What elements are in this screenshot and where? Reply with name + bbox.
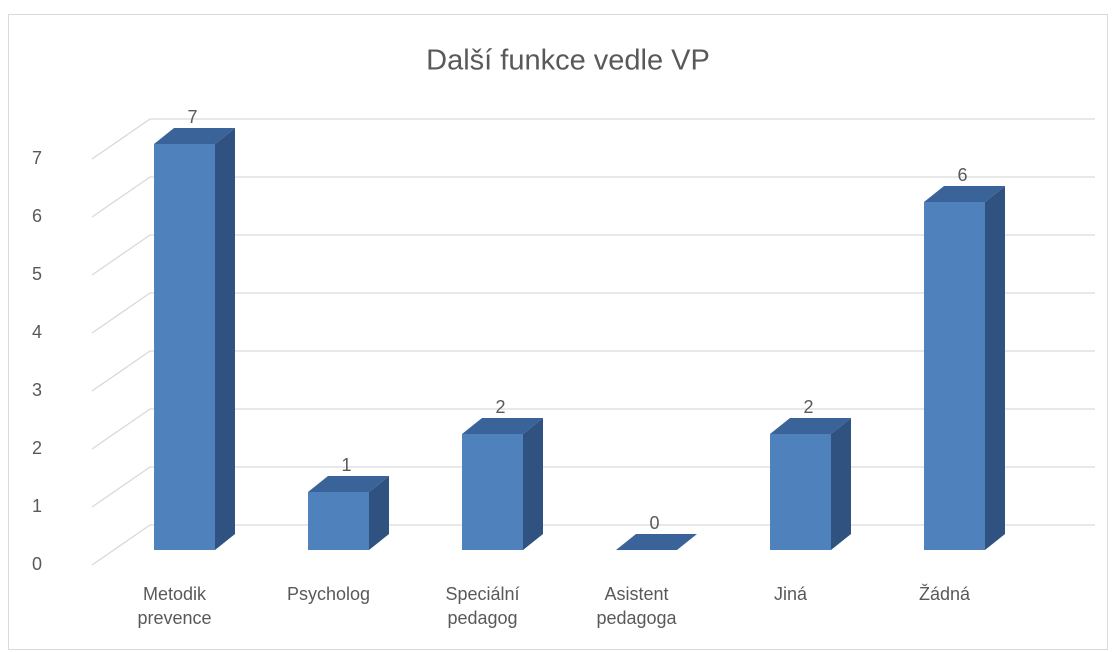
bar-top [616,534,697,550]
y-tick-label: 5 [32,264,42,284]
data-label: 0 [649,513,659,533]
bar [616,534,697,550]
bar-top [462,418,543,434]
bar [924,186,1005,550]
data-label: 6 [957,165,967,185]
data-label: 1 [341,455,351,475]
bar [462,418,543,550]
bar-front [924,202,985,550]
bar-side [985,186,1005,550]
y-tick-label: 6 [32,206,42,226]
x-tick-label: Žádná [918,584,971,604]
y-tick-label: 2 [32,438,42,458]
bar [154,128,235,550]
bar-front [770,434,831,550]
grid-line [91,118,1095,160]
x-tick-label: Psycholog [286,584,371,604]
bar-top [308,476,389,492]
x-tick-label: Metodik prevence [137,584,212,628]
bar-side [369,476,389,550]
bar [770,418,851,550]
bar-front [154,144,215,550]
y-tick-label: 4 [32,322,42,342]
bar [308,476,389,550]
bar-top [154,128,235,144]
y-tick-label: 0 [32,554,42,574]
bar-front [462,434,523,550]
grid-line [91,350,1095,392]
data-label: 2 [803,397,813,417]
y-tick-label: 7 [32,148,42,168]
bar-top [770,418,851,434]
x-tick-label: Asistent pedagoga [596,584,677,628]
data-label: 7 [187,107,197,127]
grid-line [91,234,1095,276]
chart-title: Další funkce vedle VP [426,45,710,77]
bar-side [215,128,235,550]
grid-line [91,176,1095,218]
y-tick-label: 3 [32,380,42,400]
grid-line [91,292,1095,334]
x-tick-label: Jiná [773,584,808,604]
bar-top [924,186,1005,202]
y-tick-label: 1 [32,496,42,516]
bar-front [308,492,369,550]
bar-side [523,418,543,550]
data-label: 2 [495,397,505,417]
grid-line [91,408,1095,450]
bar-side [831,418,851,550]
x-tick-label: Speciální pedagog [445,584,520,628]
